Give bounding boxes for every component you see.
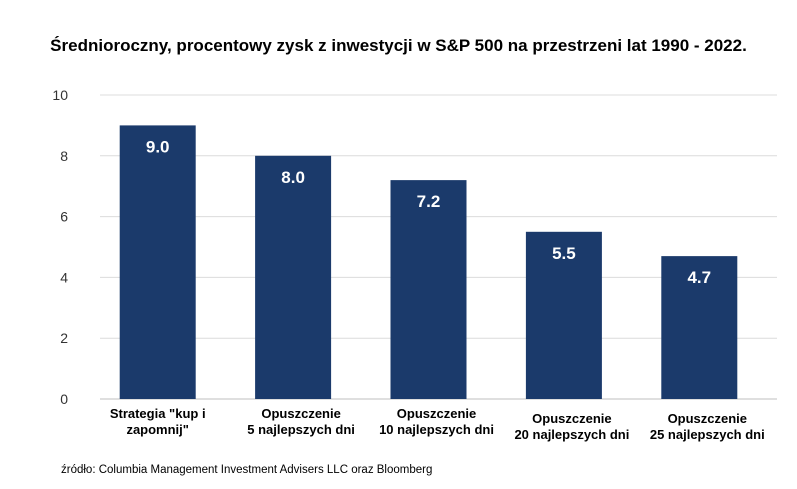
chart-title: Średnioroczny, procentowy zysk z inwesty… <box>50 36 747 55</box>
y-tick-label: 8 <box>60 148 68 164</box>
x-axis-ticks: Strategia "kup i zapomnij" Opuszczenie 5 na… <box>110 406 765 442</box>
data-label: 8.0 <box>281 168 305 187</box>
x-tick-label: Strategia "kup i zapomnij" <box>110 406 206 437</box>
y-tick-label: 6 <box>60 209 68 225</box>
y-tick-label: 10 <box>52 87 68 103</box>
data-label: 9.0 <box>146 137 170 156</box>
x-tick-label: Opuszczenie 10 najlepszych dni <box>379 406 494 437</box>
x-tick-label: Opuszczenie 5 najlepszych dni <box>247 406 355 437</box>
y-tick-label: 2 <box>60 330 68 346</box>
bar <box>390 180 467 399</box>
y-tick-label: 0 <box>60 391 68 407</box>
source-note: źródło: Columbia Management Investment A… <box>61 464 433 476</box>
x-tick-label: Opuszczenie 20 najlepszych dni <box>514 411 629 442</box>
y-tick-label: 4 <box>60 269 68 285</box>
data-label: 7.2 <box>417 192 441 211</box>
data-label: 4.7 <box>687 268 711 287</box>
bars: 9.0 8.0 7.2 5.5 4.7 <box>119 125 738 400</box>
data-label: 5.5 <box>552 244 576 263</box>
y-axis-ticks: 0 2 4 6 8 10 <box>52 87 68 407</box>
bar <box>661 256 738 399</box>
x-tick-label: Opuszczenie 25 najlepszych dni <box>650 411 765 442</box>
bar <box>525 231 602 399</box>
bar <box>255 155 332 399</box>
bar <box>119 125 196 400</box>
